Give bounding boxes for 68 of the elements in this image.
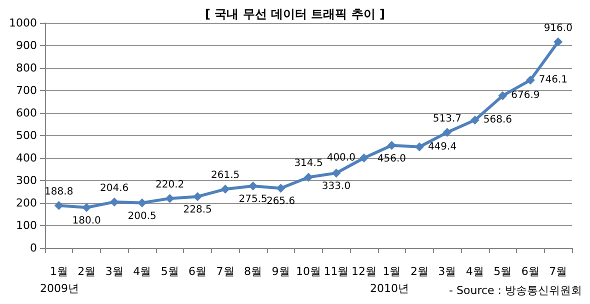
x-tick-label: 2월 [410,265,428,278]
text: 314.5 [294,158,323,170]
text: 513.7 [432,113,462,124]
x-tick-label: 2월 [78,265,96,278]
x-tick-label: 5월 [160,265,179,278]
x-tick-label: 7월 [549,265,568,278]
point [54,201,64,210]
x-tick-label: 3월 [438,265,456,278]
y-tick-label: 100 [16,219,37,232]
y-tick-label: 300 [16,174,37,187]
y-tick-label: 400 [16,152,37,164]
chart-title: [ 국내 무선 데이터 트래픽 추이 ] [204,7,386,21]
y-tick-label: 900 [16,39,37,52]
text: 228.5 [183,204,212,216]
point [442,128,452,137]
x-tick-label: 1월 [50,265,68,278]
point [470,116,480,125]
text: - Source : 방송통신위원회 [449,284,582,297]
text: 916.0 [544,22,572,34]
y-tick-label: 200 [16,196,37,210]
x-tick-label: 6월 [521,265,540,278]
text: 449.4 [428,141,457,152]
text: 220.2 [155,179,184,190]
point [110,197,119,206]
y-tick-label: 600 [16,106,37,120]
text: 746.1 [538,74,568,86]
point [554,37,563,46]
y-tick-label: 800 [16,62,37,74]
text: 188.8 [44,186,74,198]
point [165,194,174,203]
point [526,76,535,85]
x-tick-label: 12월 [351,265,376,278]
point [220,184,230,194]
x-tick-label: 5월 [494,265,512,278]
point [82,203,92,212]
point [193,192,202,202]
text: 333.0 [322,181,351,192]
text: 261.5 [210,170,240,182]
y-tick-label: 0 [30,242,37,254]
point [304,172,313,182]
x-tick-label: 7월 [216,265,234,278]
x-tick-label: 6월 [188,265,207,278]
x-tick-label: 8월 [244,265,262,278]
x-tick-label: 3월 [105,265,124,278]
y-tick-label: 1000 [9,16,37,30]
x-tick-label: 4월 [133,265,152,278]
text: 400.0 [326,152,356,164]
text: 180.0 [72,216,101,226]
x-tick-label: 9월 [272,265,290,278]
text: 265.6 [266,196,296,208]
text: 2010년 [370,282,409,295]
x-tick-label: 11월 [324,265,349,278]
y-tick-label: 700 [16,84,37,97]
x-tick-label: 4월 [466,265,484,278]
point [138,198,147,208]
point [359,154,368,162]
point [332,168,341,178]
y-tick-label: 500 [16,129,37,142]
text: 275.5 [238,194,268,206]
text: 204.6 [100,182,129,194]
text: 2009년 [40,282,79,295]
text: 676.9 [511,90,540,102]
x-tick-label: 1월 [382,265,401,278]
point [498,91,508,100]
text: 456.0 [377,153,406,164]
text: 568.6 [483,114,512,126]
text: 200.5 [128,210,156,222]
x-tick-label: 10월 [296,265,321,278]
